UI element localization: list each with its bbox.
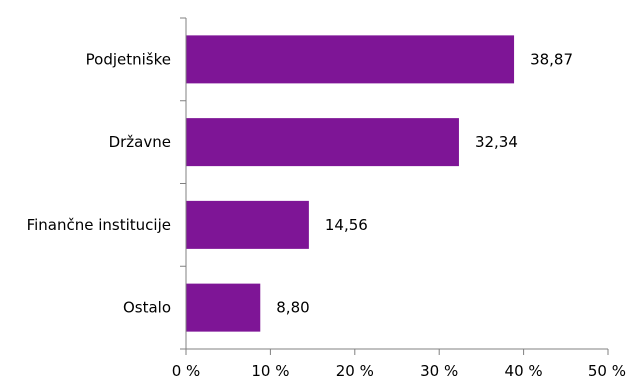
tick-labels: 0 % 10 % 20 % 30 % 40 % 50 % (172, 362, 626, 380)
category-label-3: Ostalo (123, 299, 171, 317)
category-label-0: Podjetniške (86, 50, 171, 68)
x-tick-label-4: 40 % (505, 362, 543, 380)
bar-2 (186, 200, 309, 249)
axes-group (180, 17, 609, 355)
x-tick-label-3: 30 % (420, 362, 458, 380)
bar-0 (186, 35, 515, 84)
bar-1 (186, 118, 459, 167)
x-tick-label-0: 0 % (172, 362, 201, 380)
x-tick-label-5: 50 % (588, 362, 626, 380)
bars-group (186, 35, 515, 332)
bar-3 (186, 283, 261, 332)
value-label-1: 32,34 (475, 133, 518, 151)
x-tick-label-2: 20 % (336, 362, 374, 380)
x-tick-label-1: 10 % (251, 362, 289, 380)
value-label-3: 8,80 (276, 299, 309, 317)
value-labels: 38,87 32,34 14,56 8,80 (276, 50, 573, 316)
category-labels: Podjetniške Državne Finančne institucije Os… (27, 50, 171, 316)
category-label-1: Državne (109, 133, 171, 151)
value-label-2: 14,56 (325, 216, 368, 234)
category-label-2: Finančne institucije (27, 216, 171, 234)
value-label-0: 38,87 (530, 50, 573, 68)
